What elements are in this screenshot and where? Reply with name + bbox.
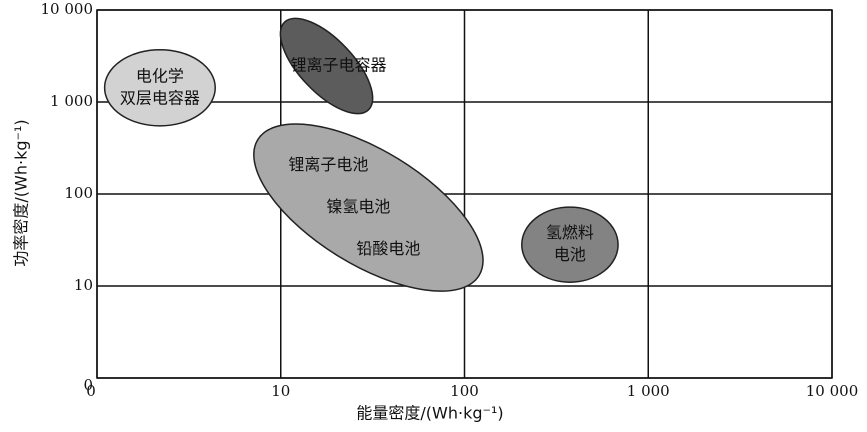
- y-tick-label: 10: [74, 276, 93, 294]
- x-tick-label: 0: [86, 382, 96, 400]
- region: [521, 206, 619, 283]
- x-tick-label: 10 000: [806, 382, 859, 400]
- region-label: 氢燃料: [546, 223, 594, 242]
- region-label: 锂离子电池: [288, 155, 368, 174]
- region: [103, 48, 216, 127]
- region-label: 双层电容器: [120, 88, 200, 107]
- x-tick-label: 10: [271, 382, 290, 400]
- region-label: 铅酸电池: [356, 239, 420, 258]
- x-axis-label: 能量密度/(Wh·kg⁻¹): [356, 404, 503, 423]
- y-tick-label: 1 000: [50, 92, 93, 110]
- region: [253, 123, 484, 292]
- y-tick-label: 0: [83, 376, 93, 394]
- region-label: 锂离子电容器: [291, 55, 387, 74]
- region-label: 电池: [554, 245, 586, 264]
- y-tick-label: 10 000: [41, 0, 94, 18]
- x-tick-label: 100: [450, 382, 479, 400]
- x-tick-label: 1 000: [627, 382, 670, 400]
- region: [279, 17, 374, 115]
- region-label: 镍氢电池: [326, 197, 390, 216]
- y-axis-label: 功率密度/(Wh·kg⁻¹): [12, 119, 31, 266]
- region-label: 电化学: [136, 66, 184, 85]
- y-tick-label: 100: [64, 184, 93, 202]
